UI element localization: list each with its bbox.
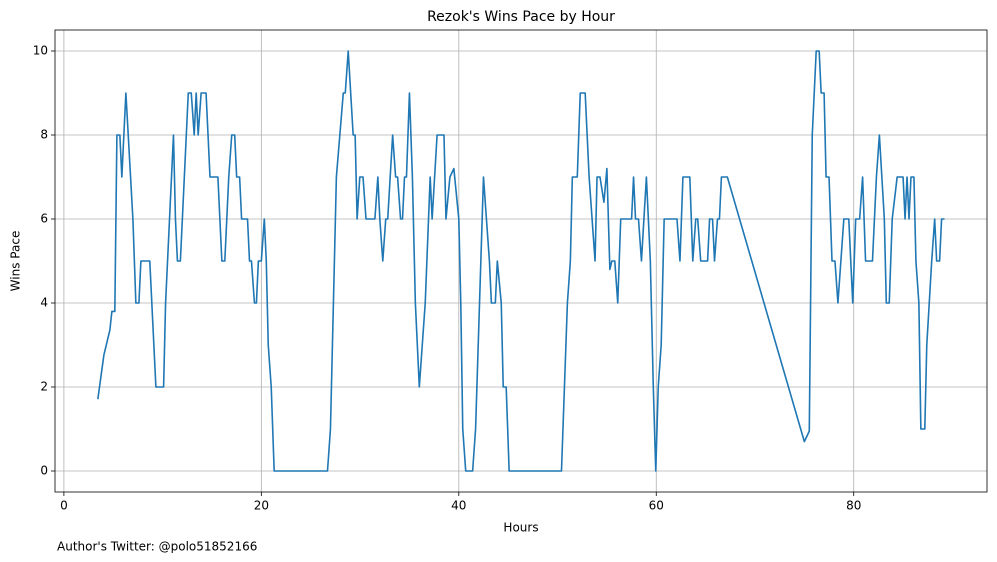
x-tick-label: 20: [254, 499, 269, 513]
chart-title: Rezok's Wins Pace by Hour: [427, 9, 615, 25]
plot-frame: [54, 29, 988, 493]
x-tick-label: 40: [451, 499, 466, 513]
x-tick-label: 60: [649, 499, 664, 513]
y-tick-label: 10: [33, 44, 48, 58]
y-tick-label: 4: [40, 296, 48, 310]
y-tick-label: 2: [40, 380, 48, 394]
y-tick-label: 0: [40, 464, 48, 478]
x-axis-label: Hours: [503, 521, 538, 535]
y-tick-label: 8: [40, 128, 48, 142]
x-tick-label: 80: [846, 499, 861, 513]
annotation: Author's Twitter: @polo51852166: [57, 540, 257, 554]
data-line: [97, 50, 945, 472]
x-tick-label: 0: [60, 499, 68, 513]
y-axis-label: Wins Pace: [9, 231, 23, 292]
y-tick-label: 6: [40, 212, 48, 226]
